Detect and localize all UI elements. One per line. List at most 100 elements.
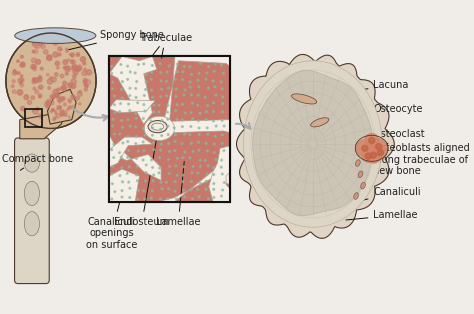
Circle shape [189,86,191,88]
Circle shape [118,152,120,154]
Circle shape [33,43,35,45]
Circle shape [377,150,383,156]
Circle shape [52,96,55,98]
Circle shape [72,60,75,64]
Circle shape [77,67,81,71]
Circle shape [168,65,170,67]
Circle shape [35,44,40,49]
Polygon shape [281,109,344,181]
Circle shape [200,159,201,161]
Circle shape [207,150,208,152]
Circle shape [205,188,207,190]
Polygon shape [20,111,65,139]
Circle shape [152,127,154,129]
FancyBboxPatch shape [15,138,49,284]
Circle shape [173,127,175,129]
Ellipse shape [244,61,382,227]
Circle shape [64,103,66,106]
Circle shape [145,180,146,182]
Circle shape [38,41,43,46]
Circle shape [191,198,193,200]
Circle shape [112,81,114,83]
Circle shape [153,174,155,176]
Circle shape [129,197,131,198]
Circle shape [143,150,145,152]
Circle shape [45,102,48,106]
Circle shape [152,134,153,136]
Circle shape [114,95,115,97]
Ellipse shape [24,212,39,236]
Circle shape [221,88,223,90]
Circle shape [145,73,147,75]
Circle shape [72,67,76,71]
Circle shape [36,59,41,64]
Ellipse shape [361,182,365,189]
Text: Lamellae: Lamellae [346,210,418,220]
Circle shape [64,111,67,113]
Circle shape [70,60,74,63]
Circle shape [190,189,192,191]
Circle shape [152,96,154,98]
Circle shape [36,107,39,111]
Polygon shape [288,118,335,172]
Circle shape [71,84,76,89]
Circle shape [220,195,222,197]
Circle shape [20,84,24,87]
Circle shape [20,62,25,67]
Polygon shape [253,70,373,216]
Polygon shape [157,167,230,202]
Circle shape [215,125,217,127]
Circle shape [198,141,199,143]
Circle shape [174,134,176,136]
Circle shape [144,198,146,200]
Circle shape [57,67,59,69]
Circle shape [213,188,215,190]
Circle shape [204,160,206,161]
Circle shape [122,81,123,83]
Circle shape [207,105,209,106]
Circle shape [166,111,168,113]
Circle shape [111,149,112,151]
Circle shape [121,167,123,169]
Circle shape [59,108,61,109]
Circle shape [176,118,178,120]
Circle shape [60,87,64,90]
Circle shape [50,111,52,113]
Circle shape [38,95,41,98]
Circle shape [73,70,78,75]
Circle shape [221,119,223,121]
Circle shape [21,62,25,66]
Circle shape [221,134,223,136]
Circle shape [145,81,147,83]
Circle shape [84,88,87,91]
Circle shape [41,68,43,70]
Circle shape [166,95,167,97]
Circle shape [142,159,144,161]
Circle shape [174,141,176,142]
Circle shape [54,110,56,112]
Circle shape [53,118,55,121]
Circle shape [369,138,375,143]
Ellipse shape [152,123,164,130]
Circle shape [169,165,171,167]
Circle shape [113,133,115,135]
Circle shape [12,71,17,75]
Circle shape [205,119,207,121]
Polygon shape [268,89,360,200]
Circle shape [183,66,185,67]
Circle shape [176,71,178,73]
Circle shape [153,111,155,113]
Circle shape [111,73,113,74]
Circle shape [151,72,153,73]
Circle shape [165,80,167,82]
Circle shape [79,90,82,93]
Bar [25,109,42,127]
Circle shape [191,172,193,174]
Polygon shape [304,133,321,154]
Circle shape [136,158,137,159]
Ellipse shape [148,121,167,133]
Circle shape [143,127,144,129]
Circle shape [57,108,59,110]
Circle shape [200,62,201,64]
Circle shape [60,111,64,116]
